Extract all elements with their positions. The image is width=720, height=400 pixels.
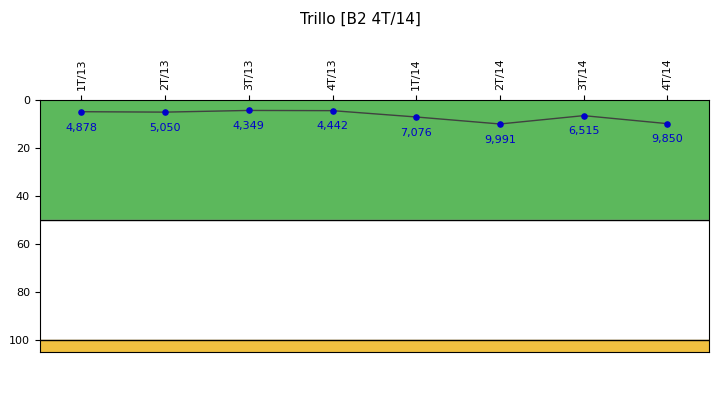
Text: 9,850: 9,850 bbox=[652, 134, 683, 144]
Point bbox=[494, 121, 505, 127]
Point bbox=[662, 120, 673, 127]
Text: 4,878: 4,878 bbox=[66, 122, 97, 132]
Point bbox=[76, 108, 87, 115]
Bar bbox=[40, 100, 709, 220]
Text: 9,991: 9,991 bbox=[484, 135, 516, 145]
Point bbox=[243, 107, 255, 114]
Text: 6,515: 6,515 bbox=[568, 126, 600, 136]
Text: 4,349: 4,349 bbox=[233, 121, 265, 131]
Point bbox=[327, 108, 338, 114]
Text: Trillo [B2 4T/14]: Trillo [B2 4T/14] bbox=[300, 12, 420, 27]
Point bbox=[159, 109, 171, 115]
Bar bbox=[40, 220, 709, 340]
Point bbox=[410, 114, 422, 120]
Bar bbox=[40, 340, 709, 352]
Text: 5,050: 5,050 bbox=[150, 123, 181, 133]
Point bbox=[578, 112, 590, 119]
Text: 7,076: 7,076 bbox=[400, 128, 432, 138]
Text: 4,442: 4,442 bbox=[317, 122, 348, 132]
